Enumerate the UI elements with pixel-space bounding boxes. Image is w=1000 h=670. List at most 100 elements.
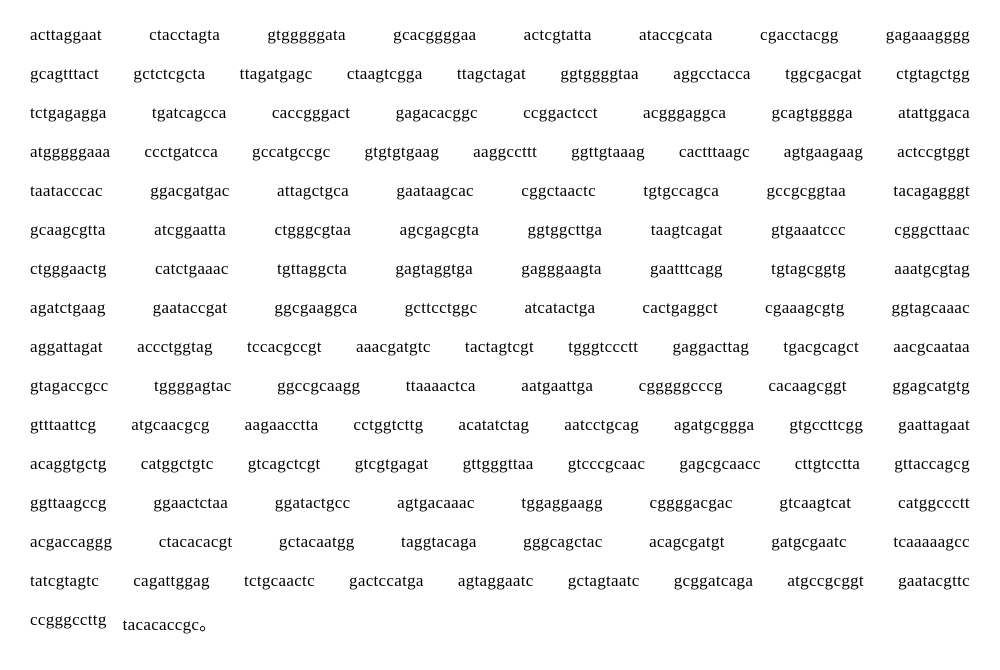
sequence-block: atgcaacgcg: [131, 415, 210, 435]
sequence-block: agatctgaag: [30, 298, 106, 318]
sequence-block: cggctaactc: [521, 181, 596, 201]
sequence-line-1: gcagtttactgctctcgctattagatgagcctaagtcgga…: [30, 64, 970, 84]
sequence-block: catctgaaac: [155, 259, 229, 279]
sequence-block: tgtagcggtg: [771, 259, 846, 279]
sequence-block: aaatgcgtag: [894, 259, 970, 279]
sequence-block: gctagtaatc: [568, 571, 640, 591]
sequence-block: tgttaggcta: [277, 259, 347, 279]
sequence-block: gagcgcaacc: [679, 454, 760, 474]
sequence-block: gcaagcgtta: [30, 220, 106, 240]
sequence-line-12: ggttaagccgggaactctaaggatactgccagtgacaaac…: [30, 493, 970, 513]
sequence-block: agtaggaatc: [458, 571, 534, 591]
sequence-block: caccgggact: [272, 103, 351, 123]
sequence-block: gaataagcac: [396, 181, 474, 201]
sequence-block: gggcagctac: [523, 532, 602, 552]
sequence-line-11: acaggtgctgcatggctgtcgtcagctcgtgtcgtgagat…: [30, 454, 970, 474]
sequence-block: acgggaggca: [643, 103, 726, 123]
sequence-block: gctacaatgg: [279, 532, 355, 552]
sequence-block: ttagctagat: [457, 64, 526, 84]
sequence-block: aaacgatgtc: [356, 337, 431, 357]
sequence-block: cgggggcccg: [639, 376, 723, 396]
sequence-block: tatcgtagtc: [30, 571, 99, 591]
sequence-line-13: acgaccagggctacacacgtgctacaatggtaggtacaga…: [30, 532, 970, 552]
sequence-block: cgacctacgg: [760, 25, 839, 45]
sequence-block: ttagatgagc: [240, 64, 313, 84]
sequence-block: gaatttcagg: [650, 259, 723, 279]
sequence-block: tctgagagga: [30, 103, 107, 123]
sequence-block: tggcgacgat: [785, 64, 862, 84]
sequence-line-10: gtttaattcgatgcaacgcgaagaaccttacctggtcttg…: [30, 415, 970, 435]
sequence-line-6: ctgggaactg catctgaaac tgttaggcta gagtaggtga…: [30, 259, 970, 279]
sequence-line-7: agatctgaaggaataccgatggcgaaggcagcttcctggc…: [30, 298, 970, 318]
sequence-line-2: tctgagaggatgatcagccacaccgggactgagacacggc…: [30, 103, 970, 123]
sequence-block: tgggtccctt: [568, 337, 638, 357]
sequence-block: cttgtcctta: [795, 454, 860, 474]
sequence-block: atattggaca: [898, 103, 970, 123]
sequence-block: ctgggcgtaa: [275, 220, 352, 240]
sequence-block: gcagtttact: [30, 64, 99, 84]
sequence-block: tctgcaactc: [244, 571, 315, 591]
sequence-block: gaatacgttc: [898, 571, 970, 591]
sequence-block: catggctgtc: [141, 454, 214, 474]
sequence-line-9: gtagaccgcctggggagtacggccgcaaggttaaaactca…: [30, 376, 970, 396]
sequence-block: gtgtgtgaag: [364, 142, 439, 162]
sequence-block: gccgcggtaa: [766, 181, 845, 201]
sequence-block: ccgggccttg: [30, 610, 107, 635]
sequence-block: ctgggaactg: [30, 259, 107, 279]
sequence-block: ggacgatgac: [150, 181, 229, 201]
sequence-block: taagtcagat: [651, 220, 723, 240]
sequence-block: aatgaattga: [521, 376, 593, 396]
sequence-line-8: aggattagataccctggtagtccacgccgtaaacgatgtc…: [30, 337, 970, 357]
sequence-block: gagggaagta: [521, 259, 601, 279]
sequence-block: ggaactctaa: [153, 493, 228, 513]
sequence-block: gtagaccgcc: [30, 376, 109, 396]
sequence-block: aggattagat: [30, 337, 103, 357]
sequence-block: gcagtgggga: [772, 103, 853, 123]
sequence-block: gtgccttcgg: [789, 415, 863, 435]
sequence-block: agtgacaaac: [397, 493, 475, 513]
sequence-block: gttgggttaa: [463, 454, 534, 474]
sequence-line-14: tatcgtagtccagattggagtctgcaactcgactccatga…: [30, 571, 970, 591]
sequence-block: attagctgca: [277, 181, 349, 201]
sequence-block: atcggaatta: [154, 220, 226, 240]
sequence-block: ggtggcttga: [528, 220, 603, 240]
sequence-block: cctggtcttg: [353, 415, 423, 435]
sequence-block: gtcgtgagat: [355, 454, 429, 474]
sequence-block: actcgtatta: [524, 25, 592, 45]
sequence-block: ctacacacgt: [159, 532, 233, 552]
sequence-block: atgggggaaa: [30, 142, 110, 162]
sequence-block: acttaggaat: [30, 25, 102, 45]
sequence-block: agcgagcgta: [400, 220, 479, 240]
sequence-block: atcatactga: [524, 298, 595, 318]
sequence-block: gctctcgcta: [133, 64, 205, 84]
sequence-block: ggttgtaaag: [571, 142, 645, 162]
sequence-block: cagattggag: [133, 571, 210, 591]
sequence-block: acaggtgctg: [30, 454, 107, 474]
sequence-line-3: atgggggaaaccctgatccagccatgccgcgtgtgtgaag…: [30, 142, 970, 162]
sequence-block: cactttaagc: [679, 142, 750, 162]
sequence-block: gtgaaatccc: [771, 220, 846, 240]
sequence-block: gagaaagggg: [886, 25, 970, 45]
sequence-block: gaggacttag: [673, 337, 750, 357]
sequence-line-5: gcaagcgtta atcggaatta ctgggcgtaa agcgagcgta…: [30, 220, 970, 240]
sequence-block: cgggcttaac: [894, 220, 970, 240]
sequence-block: ccggactcct: [523, 103, 598, 123]
sequence-block: tacacaccgc。: [123, 610, 217, 635]
sequence-block: catggccctt: [898, 493, 970, 513]
sequence-block: tgacgcagct: [783, 337, 859, 357]
sequence-block: ctgtagctgg: [896, 64, 970, 84]
sequence-block: agatgcggga: [674, 415, 754, 435]
sequence-block: accctggtag: [137, 337, 213, 357]
sequence-block: ctacctagta: [149, 25, 220, 45]
sequence-line-15: ccgggccttg tacacaccgc。: [30, 610, 970, 635]
sequence-block: cgaaagcgtg: [765, 298, 844, 318]
sequence-block: agtgaagaag: [784, 142, 863, 162]
sequence-block: aggcctacca: [673, 64, 751, 84]
sequence-block: tcaaaaagcc: [893, 532, 970, 552]
sequence-block: gtcaagtcat: [779, 493, 851, 513]
sequence-block: gccatgccgc: [252, 142, 331, 162]
sequence-block: ggttaagccg: [30, 493, 107, 513]
sequence-block: gagtaggtga: [395, 259, 473, 279]
sequence-block: gtcccgcaac: [568, 454, 646, 474]
sequence-block: aaggccttt: [473, 142, 537, 162]
